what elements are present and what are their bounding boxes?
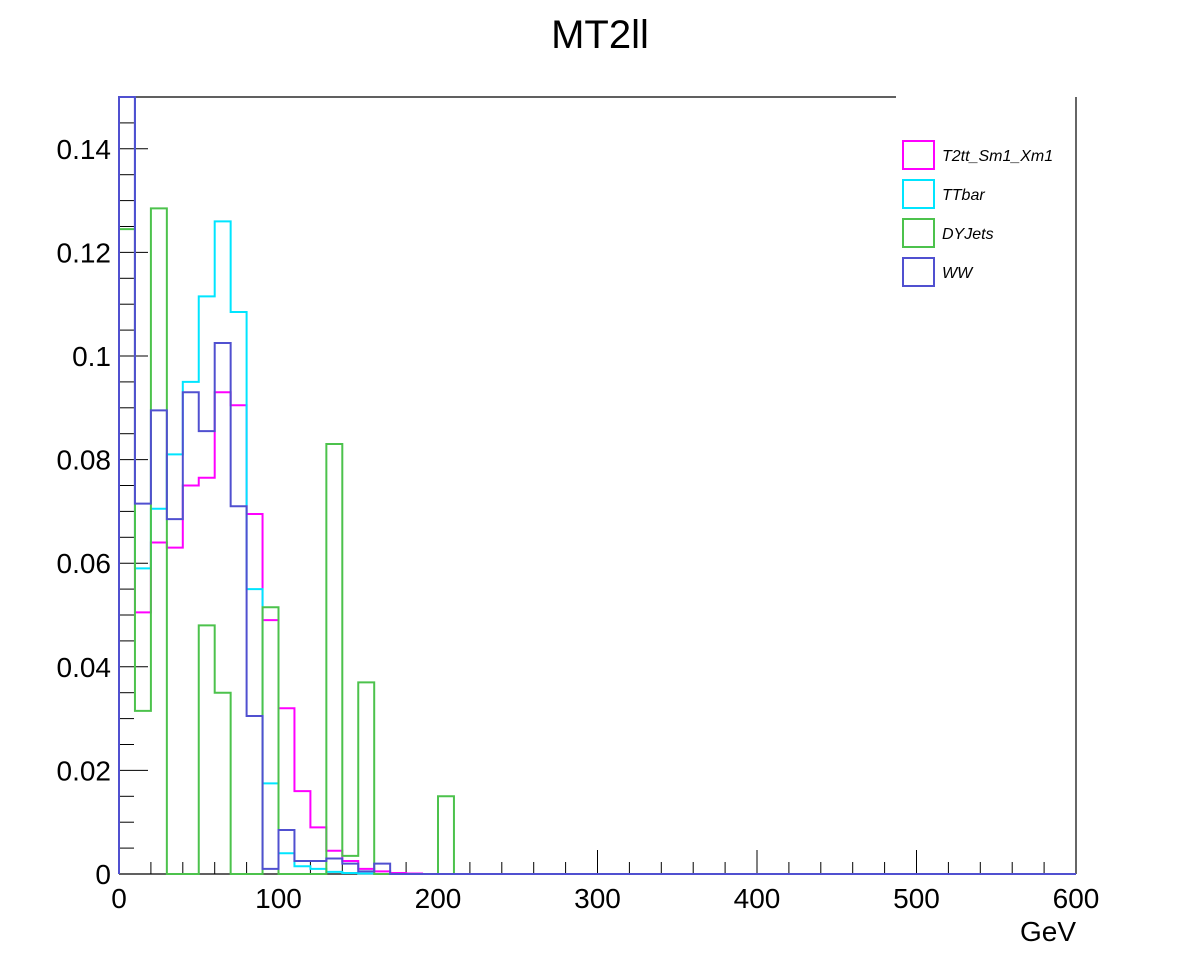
x-tick-label: 0 (111, 883, 127, 914)
series-layer (118, 96, 1076, 875)
y-tick-label: 0.02 (57, 755, 112, 786)
x-tick-label: 100 (255, 883, 302, 914)
y-tick-label: 0 (95, 859, 111, 890)
legend-swatch (902, 257, 935, 287)
y-tick-label: 0.12 (57, 237, 112, 268)
x-tick-label: 200 (415, 883, 462, 914)
y-tick-label: 0.04 (57, 652, 112, 683)
y-tick-label: 0.08 (57, 445, 112, 476)
y-tick-label: 0.14 (57, 134, 112, 165)
x-tick-label: 400 (734, 883, 781, 914)
x-tick-label: 300 (574, 883, 621, 914)
legend-swatch (902, 179, 935, 209)
y-tick-label: 0.1 (72, 341, 111, 372)
legend-label: DYJets (942, 226, 994, 243)
legend-label: WW (942, 265, 974, 282)
x-tick-label: 500 (893, 883, 940, 914)
legend-swatch (902, 140, 935, 170)
y-ticks: 0 0.02 0.04 0.06 0.08 0.1 0.12 0.14 (57, 96, 148, 890)
legend: T2tt_Sm1_Xm1 TTbar DYJets WW (902, 140, 1053, 287)
x-tick-label: 600 (1053, 883, 1100, 914)
series-line-ww (118, 96, 1076, 875)
x-ticks: 0 100 200 300 400 500 600 (111, 850, 1099, 914)
y-tick-label: 0.06 (57, 548, 112, 579)
x-axis-label: GeV (1020, 916, 1076, 947)
legend-label: TTbar (942, 187, 985, 204)
legend-swatch (902, 218, 935, 248)
chart-title: MT2ll (551, 13, 649, 57)
legend-label: T2tt_Sm1_Xm1 (942, 148, 1053, 165)
